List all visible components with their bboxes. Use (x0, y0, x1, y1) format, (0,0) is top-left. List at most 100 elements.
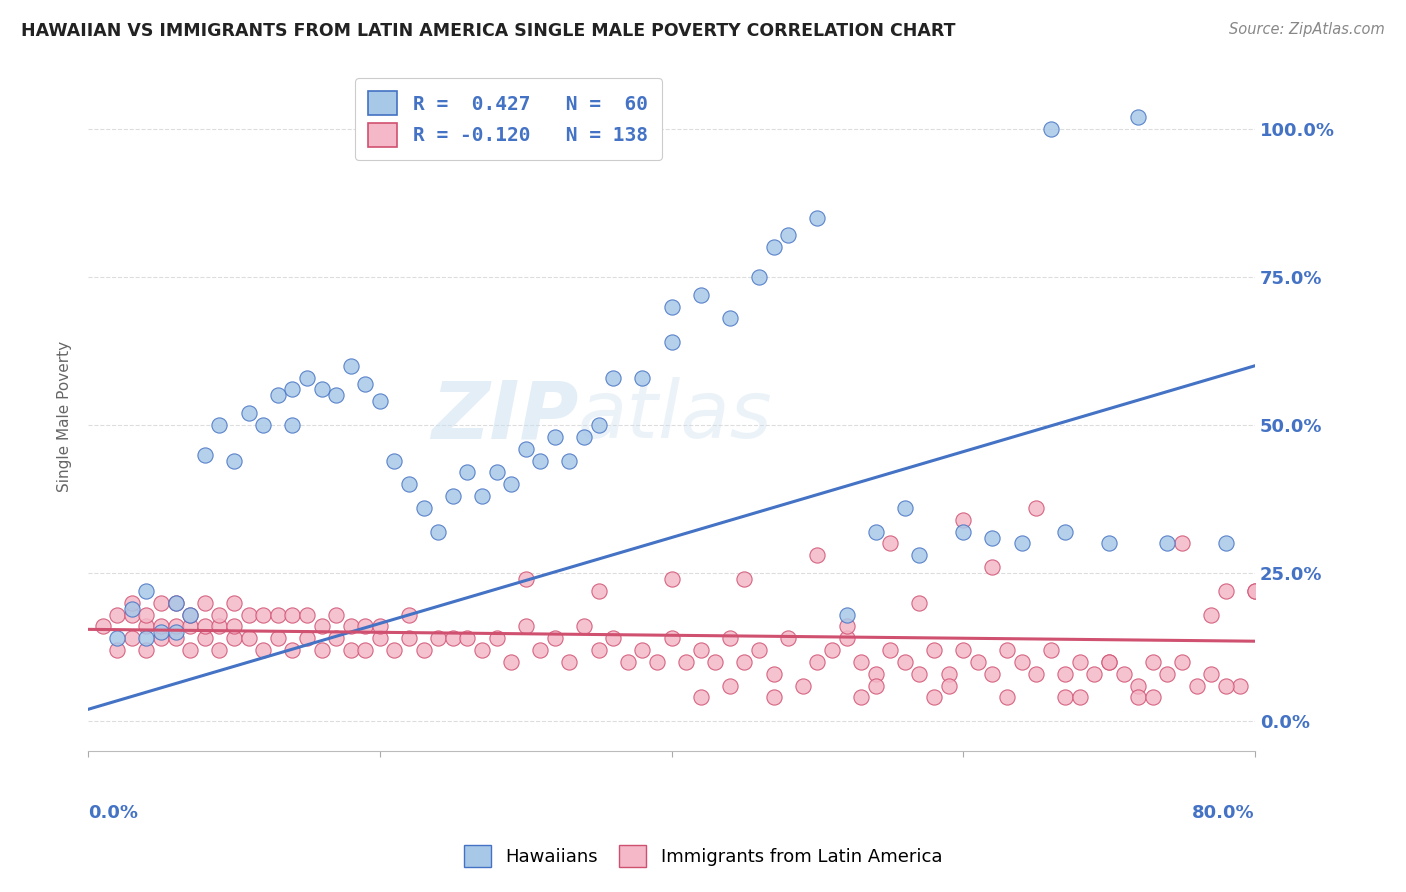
Point (179, 607, 201, 622)
Point (1171, 536, 1194, 550)
Point (558, 655, 581, 669)
Point (661, 632, 683, 646)
Point (1025, 666, 1047, 681)
Point (238, 607, 260, 622)
Point (121, 632, 143, 646)
Point (792, 679, 814, 693)
Point (471, 489, 494, 503)
Point (1156, 666, 1178, 681)
Point (339, 643, 361, 657)
Point (1128, 690, 1150, 705)
Point (718, 632, 741, 646)
Text: 0.0%: 0.0% (89, 804, 138, 822)
Point (1025, 500, 1047, 515)
Point (368, 632, 391, 646)
Point (165, 596, 187, 610)
Point (908, 596, 931, 610)
Point (588, 417, 610, 432)
Point (105, 643, 128, 657)
Point (544, 632, 567, 646)
Point (135, 632, 157, 646)
Point (441, 632, 464, 646)
Point (616, 655, 638, 669)
Point (281, 607, 304, 622)
Point (1215, 679, 1237, 693)
Point (952, 643, 974, 657)
Point (194, 596, 217, 610)
Point (165, 596, 187, 610)
Point (105, 607, 128, 622)
Point (748, 269, 770, 284)
Point (135, 619, 157, 633)
Point (1128, 679, 1150, 693)
Point (689, 287, 711, 301)
Point (922, 690, 945, 705)
Point (121, 601, 143, 615)
Point (339, 619, 361, 633)
Point (325, 632, 347, 646)
Point (631, 643, 654, 657)
Point (179, 607, 201, 622)
Point (295, 632, 318, 646)
Point (456, 632, 478, 646)
Point (1272, 666, 1295, 681)
Point (150, 619, 173, 633)
Point (267, 607, 290, 622)
Point (602, 370, 624, 384)
Point (222, 453, 245, 467)
Point (952, 524, 974, 539)
Point (441, 489, 464, 503)
Point (748, 643, 770, 657)
Point (281, 383, 304, 397)
Point (1244, 583, 1267, 598)
Point (384, 453, 406, 467)
Point (718, 679, 741, 693)
Point (281, 417, 304, 432)
Text: HAWAIIAN VS IMMIGRANTS FROM LATIN AMERICA SINGLE MALE POVERTY CORRELATION CHART: HAWAIIAN VS IMMIGRANTS FROM LATIN AMERIC… (21, 22, 956, 40)
Point (485, 466, 508, 480)
Point (281, 643, 304, 657)
Point (938, 679, 960, 693)
Point (295, 370, 318, 384)
Point (865, 679, 887, 693)
Point (908, 666, 931, 681)
Point (339, 359, 361, 373)
Point (835, 619, 858, 633)
Point (295, 607, 318, 622)
Point (981, 531, 1004, 545)
Point (733, 655, 755, 669)
Point (908, 549, 931, 563)
Point (135, 607, 157, 622)
Point (1069, 655, 1091, 669)
Point (194, 448, 217, 462)
Point (515, 572, 537, 586)
Point (91, 619, 114, 633)
Point (1142, 655, 1164, 669)
Point (1185, 679, 1208, 693)
Point (645, 655, 668, 669)
Point (1128, 110, 1150, 124)
Point (368, 394, 391, 409)
Point (879, 536, 901, 550)
Point (1054, 690, 1077, 705)
Point (1171, 655, 1194, 669)
Point (398, 477, 420, 491)
Point (105, 632, 128, 646)
Point (865, 524, 887, 539)
Point (222, 619, 245, 633)
Point (704, 655, 727, 669)
Text: Source: ZipAtlas.com: Source: ZipAtlas.com (1229, 22, 1385, 37)
Point (572, 430, 595, 444)
Point (485, 632, 508, 646)
Point (515, 442, 537, 456)
Point (135, 583, 157, 598)
Point (806, 655, 828, 669)
Point (661, 572, 683, 586)
Point (208, 643, 231, 657)
Text: atlas: atlas (578, 377, 773, 455)
Point (208, 607, 231, 622)
Point (222, 596, 245, 610)
Point (778, 632, 800, 646)
Point (952, 513, 974, 527)
Point (501, 655, 523, 669)
